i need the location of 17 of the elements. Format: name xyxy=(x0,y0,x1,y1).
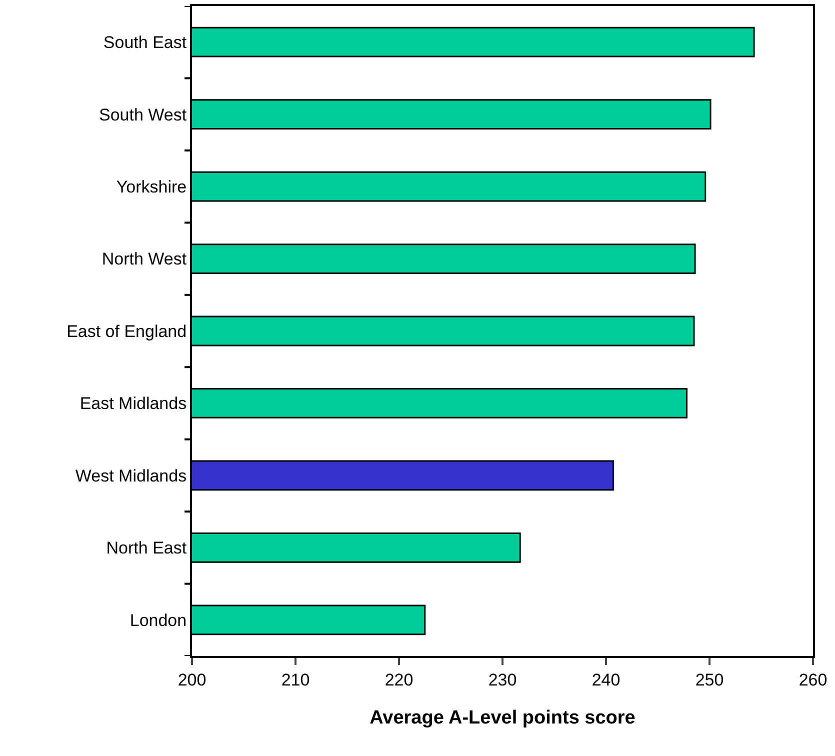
y-tick-label: West Midlands xyxy=(75,466,187,486)
y-tick-label: East of England xyxy=(66,322,187,341)
x-axis-title: Average A-Level points score xyxy=(370,708,636,729)
y-tick-label: London xyxy=(130,610,187,630)
x-tick-label: 230 xyxy=(488,670,517,690)
x-tick-label: 210 xyxy=(281,670,310,690)
y-tick-label: South East xyxy=(103,33,187,52)
y-tick-label: East Midlands xyxy=(80,394,187,414)
x-tick-label: 260 xyxy=(798,670,828,690)
x-tick-label: 220 xyxy=(384,670,414,690)
y-tick-label: North East xyxy=(106,538,187,558)
y-tick-label: Yorkshire xyxy=(116,178,187,197)
x-tick-label: 240 xyxy=(592,670,620,690)
x-tick-label: 200 xyxy=(178,670,206,690)
x-tick-label: 250 xyxy=(695,670,724,690)
y-tick-label: South West xyxy=(99,105,187,124)
y-tick-label: North West xyxy=(102,250,187,269)
